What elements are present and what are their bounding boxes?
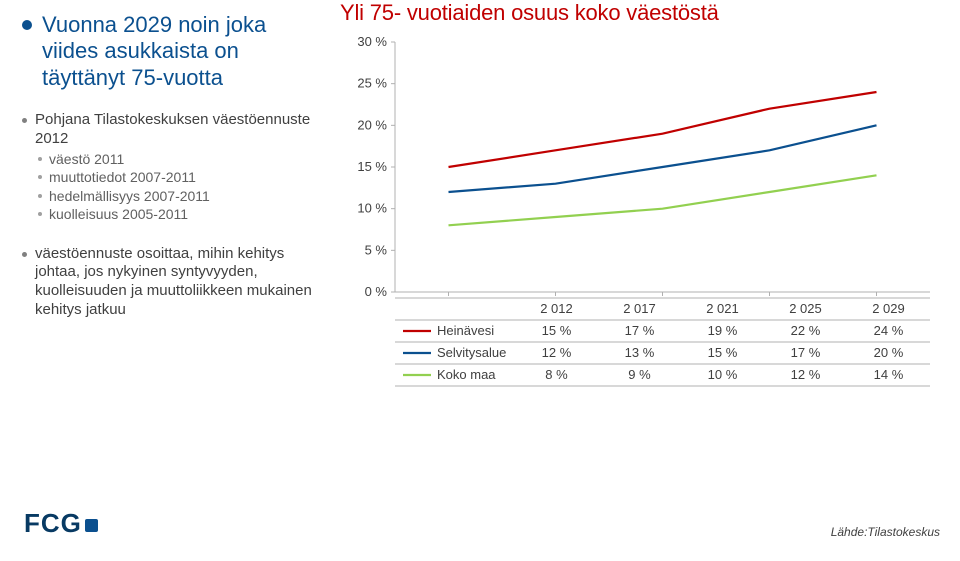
chart-title: Yli 75- vuotiaiden osuus koko väestöstä (340, 0, 940, 26)
svg-text:15 %: 15 % (542, 323, 572, 338)
group1-item-text: kuolleisuus 2005-2011 (49, 206, 188, 224)
bullet-icon (22, 20, 32, 30)
group1-item: väestö 2011 (38, 151, 322, 169)
left-panel: Vuonna 2029 noin joka viides asukkaista … (22, 12, 322, 322)
svg-text:30 %: 30 % (357, 34, 387, 49)
bullet-icon (38, 175, 42, 179)
svg-text:Koko maa: Koko maa (437, 367, 496, 382)
bullet-icon (22, 118, 27, 123)
group2-title: väestöennuste osoittaa, mihin kehitys jo… (35, 245, 322, 320)
svg-text:2 029: 2 029 (872, 301, 905, 316)
svg-text:2 025: 2 025 (789, 301, 822, 316)
svg-text:15 %: 15 % (357, 159, 387, 174)
svg-text:17 %: 17 % (791, 345, 821, 360)
svg-text:0 %: 0 % (365, 284, 388, 299)
svg-text:19 %: 19 % (708, 323, 738, 338)
headline-text: Vuonna 2029 noin joka viides asukkaista … (42, 12, 322, 91)
svg-text:17 %: 17 % (625, 323, 655, 338)
bullet-icon (38, 194, 42, 198)
bullet-icon (38, 212, 42, 216)
group1-item: hedelmällisyys 2007-2011 (38, 188, 322, 206)
chart-svg: 0 % 5 % 10 % 15 % 20 % 25 % 30 % 2 012 2 017 2 02… (340, 32, 940, 432)
svg-text:12 %: 12 % (791, 367, 821, 382)
group1-item-text: väestö 2011 (49, 151, 124, 169)
svg-text:Selvitysalue: Selvitysalue (437, 345, 506, 360)
svg-text:2 021: 2 021 (706, 301, 739, 316)
svg-text:Heinävesi: Heinävesi (437, 323, 494, 338)
svg-text:10 %: 10 % (357, 201, 387, 216)
bullet-icon (38, 157, 42, 161)
group1-item: kuolleisuus 2005-2011 (38, 206, 322, 224)
svg-text:20 %: 20 % (357, 117, 387, 132)
source-label: Lähde:Tilastokeskus (831, 525, 940, 539)
chart-panel: Yli 75- vuotiaiden osuus koko väestöstä … (340, 0, 940, 432)
logo-dot-icon (85, 519, 98, 532)
svg-text:2 012: 2 012 (540, 301, 573, 316)
svg-text:2 017: 2 017 (623, 301, 656, 316)
svg-text:22 %: 22 % (791, 323, 821, 338)
group1-title: Pohjana Tilastokeskuksen väestöennuste 2… (35, 111, 322, 149)
svg-text:25 %: 25 % (357, 76, 387, 91)
group2-title-row: väestöennuste osoittaa, mihin kehitys jo… (22, 245, 322, 320)
svg-text:13 %: 13 % (625, 345, 655, 360)
svg-text:24 %: 24 % (874, 323, 904, 338)
group1-item-text: hedelmällisyys 2007-2011 (49, 188, 210, 206)
group1-item-text: muuttotiedot 2007-2011 (49, 169, 196, 187)
logo: FCG (24, 508, 98, 539)
group1-item: muuttotiedot 2007-2011 (38, 169, 322, 187)
svg-text:8 %: 8 % (545, 367, 568, 382)
svg-text:10 %: 10 % (708, 367, 738, 382)
chart: 0 % 5 % 10 % 15 % 20 % 25 % 30 % 2 012 2 017 2 02… (340, 32, 940, 432)
svg-text:15 %: 15 % (708, 345, 738, 360)
logo-text: FCG (24, 508, 82, 538)
bullet-icon (22, 252, 27, 257)
svg-text:9 %: 9 % (628, 367, 651, 382)
svg-text:5 %: 5 % (365, 242, 388, 257)
headline-row: Vuonna 2029 noin joka viides asukkaista … (22, 12, 322, 91)
svg-text:20 %: 20 % (874, 345, 904, 360)
svg-text:14 %: 14 % (874, 367, 904, 382)
group1-title-row: Pohjana Tilastokeskuksen väestöennuste 2… (22, 111, 322, 149)
svg-text:12 %: 12 % (542, 345, 572, 360)
